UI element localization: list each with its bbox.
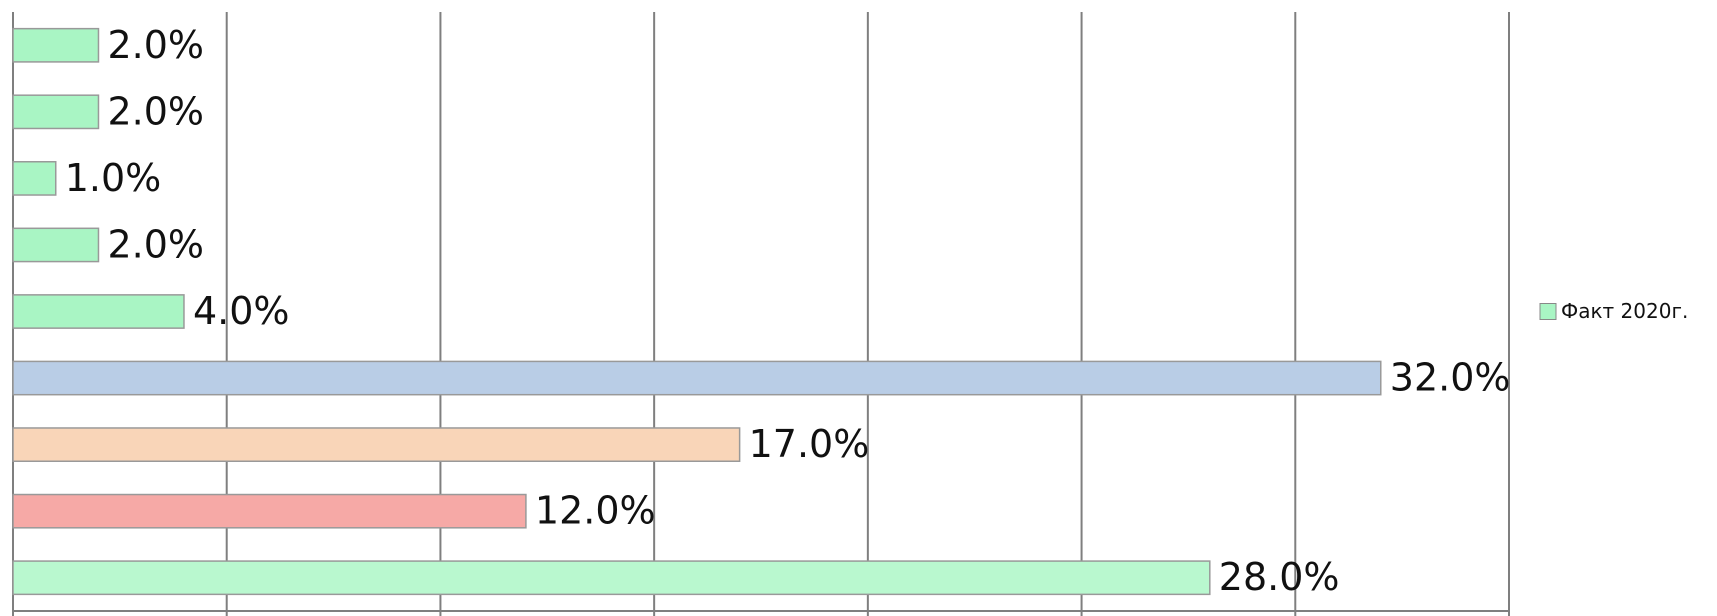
legend-swatch — [1539, 303, 1557, 320]
value-label: 4.0% — [193, 289, 290, 333]
value-label: 17.0% — [749, 422, 870, 466]
bar — [12, 227, 100, 263]
bar — [12, 94, 100, 130]
value-label: 1.0% — [65, 156, 162, 200]
bar — [12, 493, 527, 529]
bar — [12, 161, 57, 196]
value-label: 28.0% — [1219, 555, 1340, 599]
bar — [12, 427, 741, 463]
bar — [12, 27, 100, 63]
legend-label: Факт 2020г. — [1561, 299, 1688, 323]
value-label: 2.0% — [107, 222, 204, 266]
bar — [12, 360, 1382, 396]
bar — [12, 560, 1211, 596]
value-label: 2.0% — [107, 89, 204, 133]
value-label: 12.0% — [535, 489, 656, 533]
value-label: 2.0% — [107, 23, 204, 67]
value-label: 32.0% — [1390, 356, 1511, 400]
bar — [12, 294, 185, 329]
